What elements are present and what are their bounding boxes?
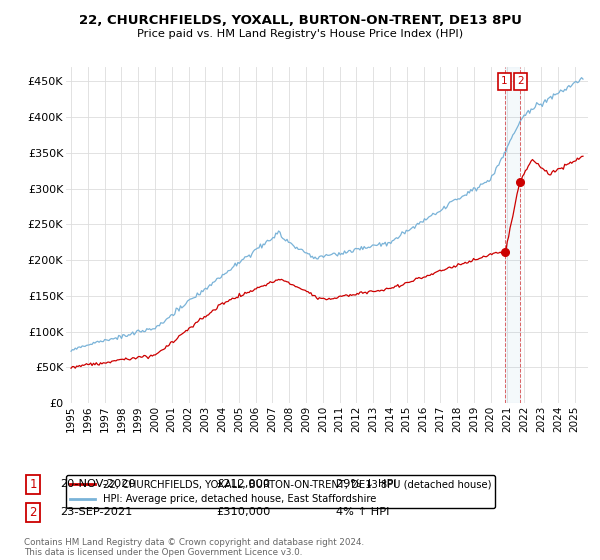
Text: 2: 2 xyxy=(29,506,37,519)
Text: 29% ↓ HPI: 29% ↓ HPI xyxy=(336,479,397,489)
Text: 1: 1 xyxy=(29,478,37,491)
Text: 23-SEP-2021: 23-SEP-2021 xyxy=(60,507,133,517)
Text: 22, CHURCHFIELDS, YOXALL, BURTON-ON-TRENT, DE13 8PU: 22, CHURCHFIELDS, YOXALL, BURTON-ON-TREN… xyxy=(79,14,521,27)
Text: Contains HM Land Registry data © Crown copyright and database right 2024.
This d: Contains HM Land Registry data © Crown c… xyxy=(24,538,364,557)
Text: £212,000: £212,000 xyxy=(216,479,270,489)
Text: 1: 1 xyxy=(501,77,508,86)
Text: 4% ↑ HPI: 4% ↑ HPI xyxy=(336,507,389,517)
Text: 2: 2 xyxy=(517,77,524,86)
Text: 20-NOV-2020: 20-NOV-2020 xyxy=(60,479,136,489)
Legend: 22, CHURCHFIELDS, YOXALL, BURTON-ON-TRENT, DE13 8PU (detached house), HPI: Avera: 22, CHURCHFIELDS, YOXALL, BURTON-ON-TREN… xyxy=(66,475,495,508)
Text: Price paid vs. HM Land Registry's House Price Index (HPI): Price paid vs. HM Land Registry's House … xyxy=(137,29,463,39)
Bar xyxy=(505,67,520,403)
Text: £310,000: £310,000 xyxy=(216,507,271,517)
